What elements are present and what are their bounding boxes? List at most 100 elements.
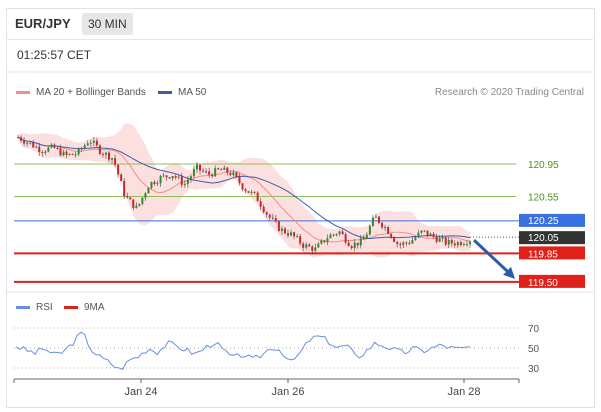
candle-body xyxy=(274,218,277,222)
candle-body xyxy=(223,167,226,170)
candle-body xyxy=(17,137,19,139)
candle-body xyxy=(444,237,447,245)
candle-body xyxy=(469,241,471,245)
candle-body xyxy=(256,192,259,202)
ma9-swatch xyxy=(64,305,78,309)
candle-body xyxy=(286,233,289,236)
candle-body xyxy=(232,172,235,176)
candle-body xyxy=(77,148,80,155)
current-price-label: 120.05 xyxy=(528,233,559,244)
legend-rsi-label: RSI xyxy=(36,302,53,313)
candle-body xyxy=(32,142,35,148)
candle-body xyxy=(235,172,238,177)
candle-body xyxy=(208,171,211,175)
ma20-swatch xyxy=(16,90,30,94)
candle-body xyxy=(26,142,29,144)
candle-body xyxy=(305,244,308,248)
candle-body xyxy=(123,181,126,197)
candle-body xyxy=(283,228,286,234)
ma50-line xyxy=(17,136,471,240)
candle-body xyxy=(341,231,344,235)
candle-body xyxy=(220,169,223,171)
candle-body xyxy=(462,244,465,246)
candle-body xyxy=(132,199,135,208)
candle-body xyxy=(293,232,296,237)
candle-body xyxy=(89,142,92,144)
legend-9ma: 9MA xyxy=(64,302,105,313)
candle-body xyxy=(417,232,420,238)
x-tick-label: Jan 24 xyxy=(124,386,157,398)
x-tick-label: Jan 26 xyxy=(271,386,304,398)
candle-body xyxy=(101,153,104,155)
candle-body xyxy=(23,140,26,144)
candle-body xyxy=(44,151,47,153)
candle-body xyxy=(92,140,95,143)
forecast-arrow-shaft xyxy=(472,239,510,273)
candle-body xyxy=(83,145,86,149)
legend-ma20-label: MA 20 + Bollinger Bands xyxy=(36,87,146,98)
candle-body xyxy=(290,232,293,236)
candle-body xyxy=(241,183,244,190)
candle-body xyxy=(435,236,438,242)
candle-body xyxy=(168,177,171,179)
candle-body xyxy=(126,196,129,198)
candle-body xyxy=(250,191,253,193)
candle-body xyxy=(129,197,132,200)
candle-body xyxy=(329,234,332,239)
candle-body xyxy=(338,231,341,235)
candle-body xyxy=(217,168,220,170)
candle-body xyxy=(214,168,217,177)
candle-body xyxy=(393,237,396,243)
candle-body xyxy=(253,191,256,193)
candle-body xyxy=(135,205,138,208)
candle-body xyxy=(447,239,450,245)
candle-body xyxy=(280,228,283,232)
candle-body xyxy=(189,176,192,181)
candle-body xyxy=(71,153,74,155)
candle-body xyxy=(438,238,441,242)
timeframe-button[interactable]: 30 MIN xyxy=(82,13,133,35)
support-label: 119.85 xyxy=(528,249,558,260)
ma20-line xyxy=(17,136,471,243)
candle-body xyxy=(350,246,353,249)
candle-body xyxy=(171,176,174,179)
candle-body xyxy=(332,234,335,236)
candle-body xyxy=(174,176,177,178)
candle-body xyxy=(390,233,393,238)
candle-body xyxy=(320,240,323,244)
candle-body xyxy=(408,242,411,244)
candle-body xyxy=(192,169,195,177)
chart-header: EUR/JPY 30 MIN xyxy=(6,8,593,40)
candle-body xyxy=(450,239,453,244)
candle-body xyxy=(426,230,429,236)
legend-9ma-label: 9MA xyxy=(84,302,105,313)
candle-body xyxy=(371,217,374,227)
candle-body xyxy=(259,201,262,207)
candle-body xyxy=(423,230,426,232)
candle-body xyxy=(247,191,250,193)
candle-body xyxy=(177,176,180,178)
legend-ma20: MA 20 + Bollinger Bands xyxy=(16,87,146,98)
forecast-arrow-head xyxy=(503,266,515,279)
candle-body xyxy=(74,154,77,156)
candle-body xyxy=(59,148,62,156)
candle-body xyxy=(229,172,232,176)
candle-body xyxy=(120,174,123,182)
candle-body xyxy=(41,152,44,154)
candle-body xyxy=(80,148,83,150)
candle-body xyxy=(317,243,320,248)
candle-body xyxy=(202,170,205,172)
candle-body xyxy=(111,158,114,160)
candle-body xyxy=(104,152,107,155)
candle-body xyxy=(459,242,462,246)
candle-body xyxy=(195,164,198,170)
legend-ma50: MA 50 xyxy=(158,87,206,98)
pivot-label: 120.25 xyxy=(528,216,559,227)
candle-body xyxy=(296,236,299,238)
candle-body xyxy=(262,206,265,213)
candle-body xyxy=(271,217,274,219)
candle-body xyxy=(68,153,71,155)
candle-body xyxy=(50,144,53,148)
candle-body xyxy=(117,164,120,175)
candle-body xyxy=(399,243,402,246)
